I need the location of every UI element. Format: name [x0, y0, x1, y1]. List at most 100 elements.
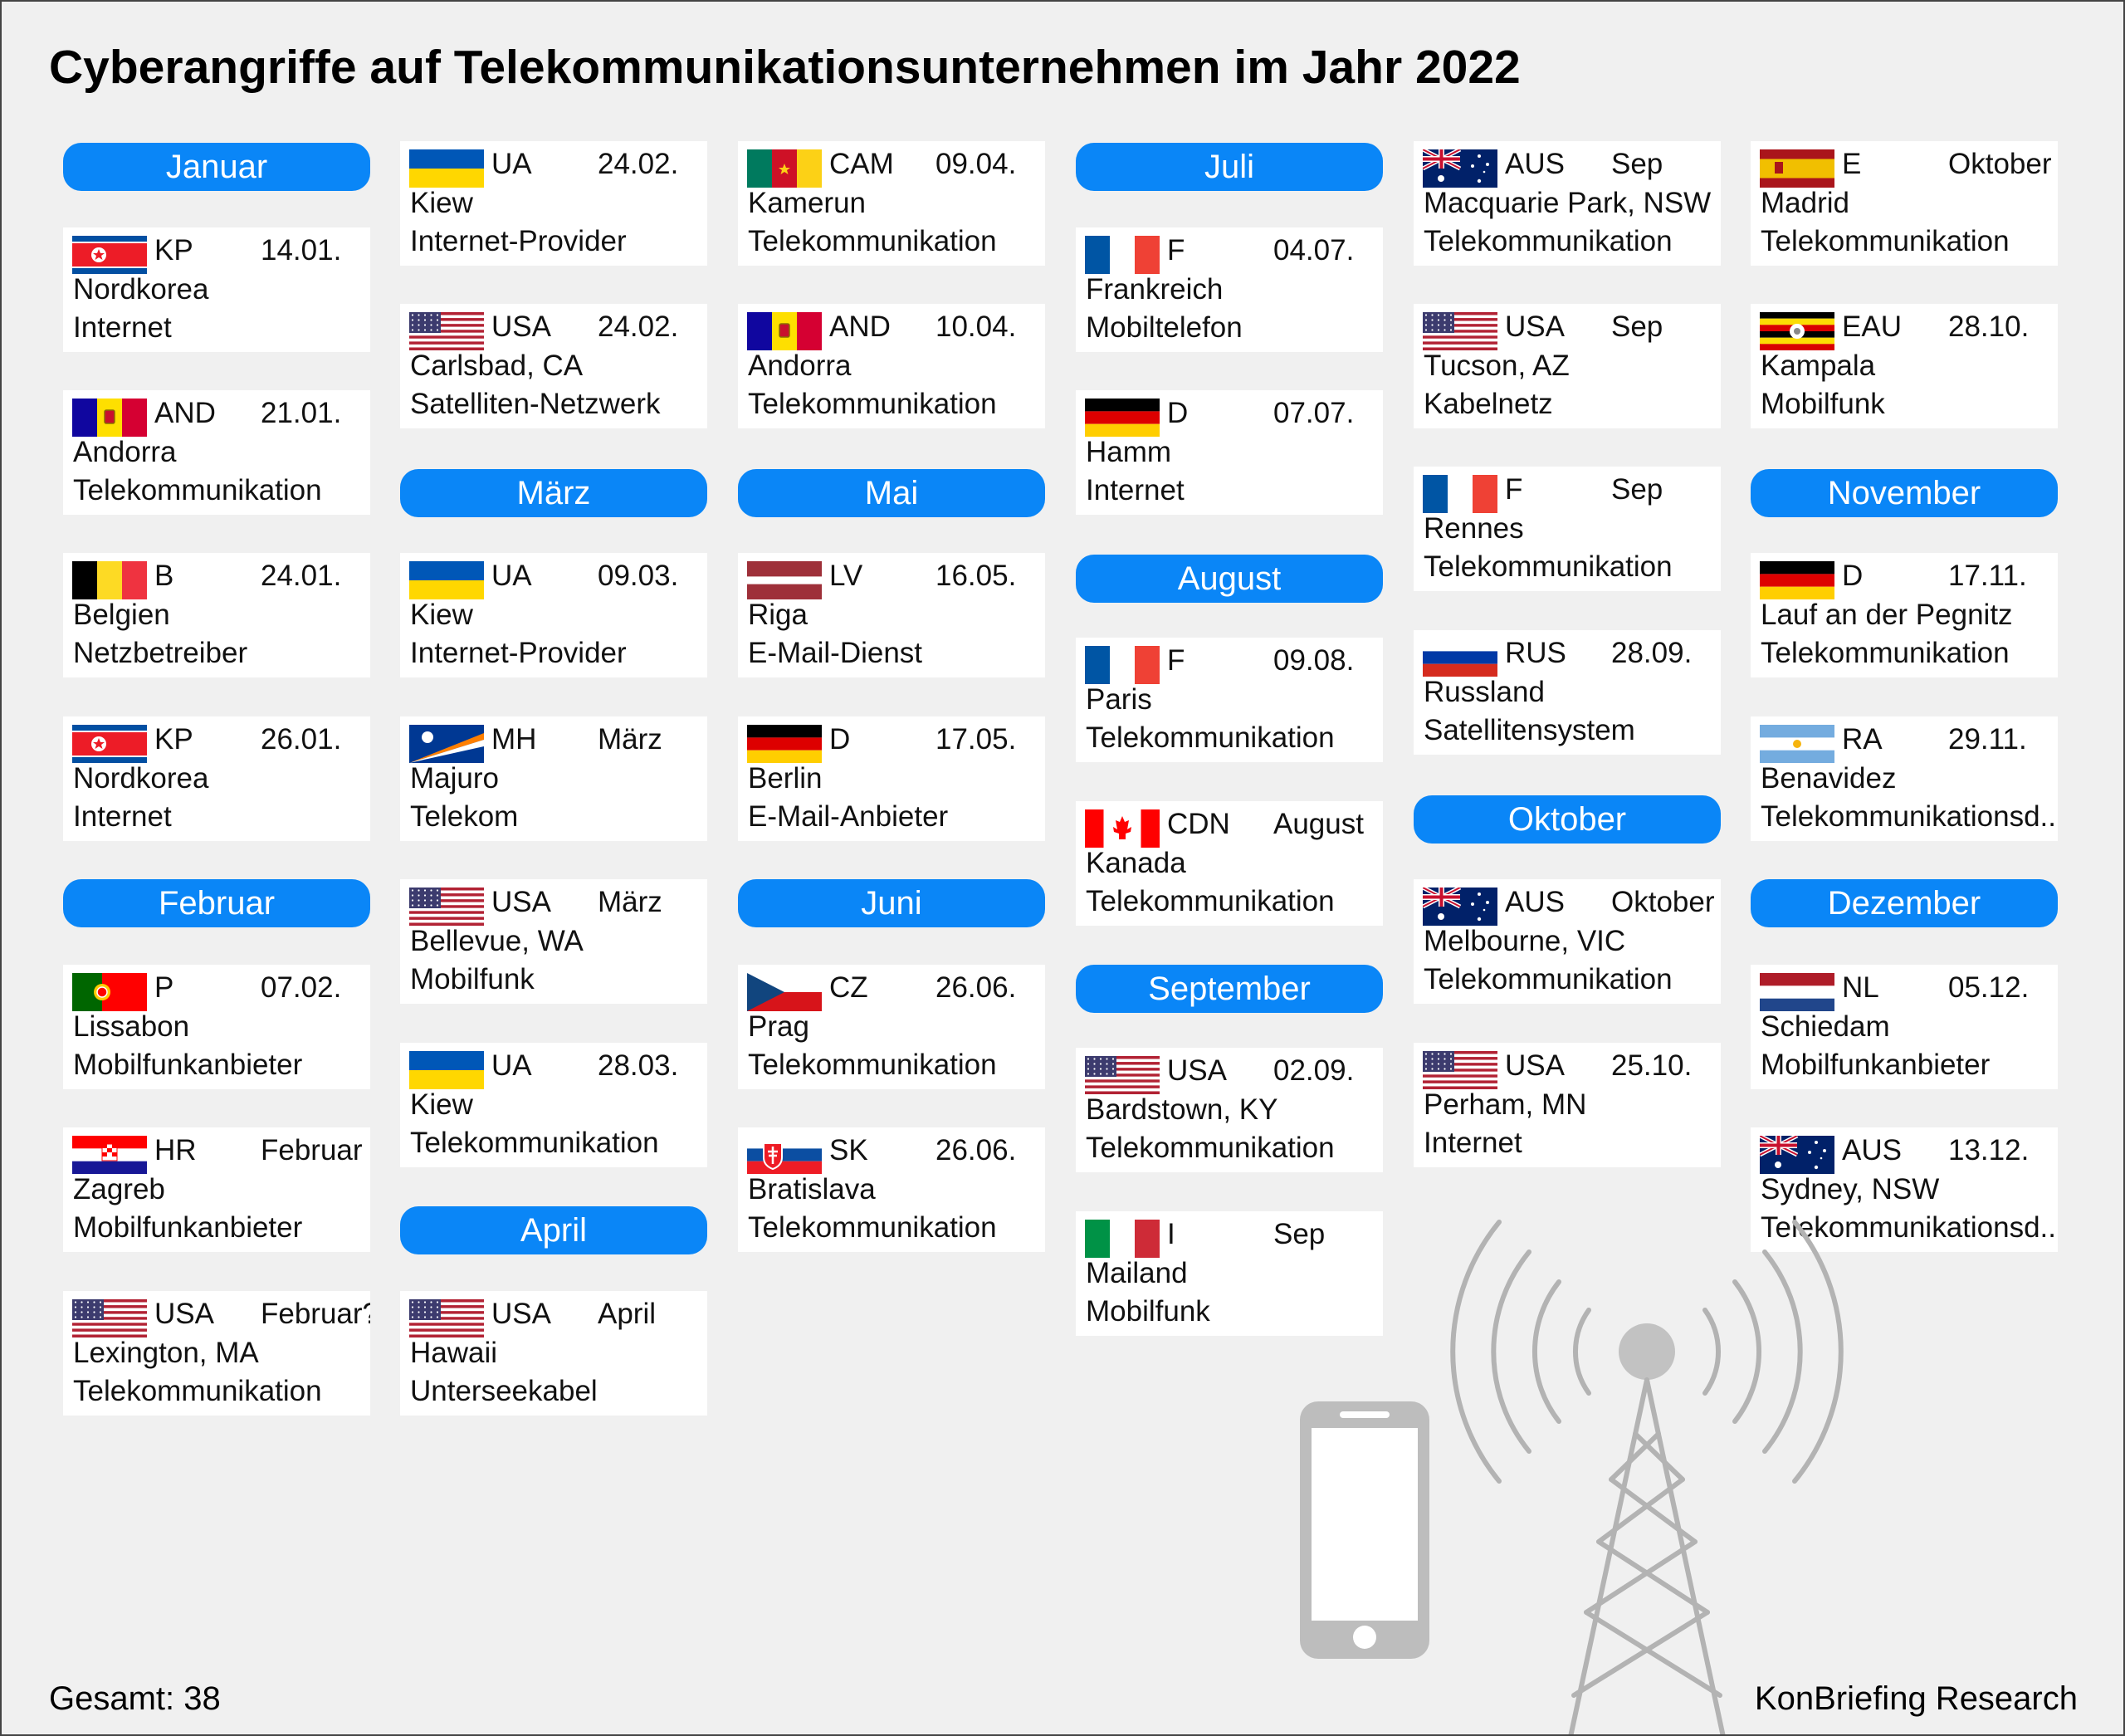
flag-and-icon [747, 312, 822, 350]
attack-card: USA Februar? Lexington, MA Telekommunikatio… [63, 1291, 370, 1416]
location: Paris [1086, 683, 1152, 716]
sector: Telekommunikationsd... [1761, 1211, 2058, 1244]
attack-card: USA Sep Tucson, AZ Kabelnetz [1414, 304, 1721, 428]
sector: Mobilfunk [1086, 1295, 1210, 1328]
country-code: USA [1505, 311, 1565, 343]
location: Andorra [73, 436, 177, 468]
country-code: AUS [1842, 1134, 1902, 1166]
flag-eau-icon [1760, 312, 1834, 350]
country-code: F [1167, 644, 1185, 677]
country-code: I [1167, 1218, 1175, 1250]
attack-card: LV 16.05. Riga E-Mail-Dienst [738, 553, 1045, 677]
attack-date: Oktober [1611, 886, 1715, 918]
location: Carlsbad, CA [410, 350, 584, 382]
flag-kp-icon [72, 725, 147, 763]
country-code: CDN [1167, 808, 1230, 840]
attack-date: 28.10. [1948, 311, 2030, 343]
flag-p-icon [72, 973, 147, 1011]
location: Frankreich [1086, 273, 1224, 306]
month-header-august: August [1076, 555, 1383, 603]
flag-usa-icon [1423, 312, 1497, 350]
attack-card: KP 14.01. Nordkorea Internet [63, 227, 370, 352]
sector: Satelliten-Netzwerk [410, 388, 661, 420]
country-code: SK [829, 1134, 868, 1166]
flag-ra-icon [1760, 725, 1834, 763]
country-code: AUS [1505, 148, 1565, 180]
attack-date: 26.06. [935, 971, 1017, 1004]
attack-card: CZ 26.06. Prag Telekommunikation [738, 965, 1045, 1089]
sector: Telekommunikation [1761, 637, 2010, 669]
attack-card: CAM 09.04. Kamerun Telekommunikation [738, 141, 1045, 266]
month-header-april: April [400, 1206, 707, 1254]
attack-date: 04.07. [1273, 234, 1355, 267]
country-code: KP [154, 234, 193, 267]
month-header-november: November [1751, 469, 2058, 517]
sector: Internet-Provider [410, 225, 627, 257]
country-code: USA [491, 886, 551, 918]
country-code: UA [491, 560, 532, 592]
location: Kiew [410, 1088, 473, 1121]
attack-card: AUS Oktober Melbourne, VIC Telekommunikatio… [1414, 879, 1721, 1004]
flag-rus-icon [1423, 638, 1497, 677]
flag-kp-icon [72, 236, 147, 274]
attack-card: F Sep Rennes Telekommunikation [1414, 467, 1721, 591]
attack-card: D 07.07. Hamm Internet [1076, 390, 1383, 515]
attack-card: UA 28.03. Kiew Telekommunikation [400, 1043, 707, 1167]
flag-aus-icon [1423, 149, 1497, 188]
sector: E-Mail-Dienst [748, 637, 923, 669]
country-code: B [154, 560, 174, 592]
total-count: Gesamt: 38 [49, 1680, 221, 1717]
location: Kanada [1086, 847, 1186, 879]
flag-i-icon [1085, 1220, 1160, 1258]
country-code: UA [491, 148, 532, 180]
sector: Mobilfunkanbieter [73, 1211, 303, 1244]
sector: Mobilfunk [410, 963, 535, 995]
location: Benavidez [1761, 762, 1897, 795]
flag-ua-icon [409, 1051, 484, 1089]
flag-sk-icon [747, 1136, 822, 1174]
sector: Internet [1424, 1127, 1522, 1159]
location: Mailand [1086, 1257, 1188, 1289]
country-code: USA [491, 1298, 551, 1330]
attack-date: 17.05. [935, 723, 1017, 756]
country-code: D [829, 723, 851, 756]
country-code: CAM [829, 148, 894, 180]
attack-card: USA 25.10. Perham, MN Internet [1414, 1043, 1721, 1167]
location: Berlin [748, 762, 823, 795]
sector: Mobilfunkanbieter [73, 1049, 303, 1081]
attack-date: April [598, 1298, 657, 1330]
country-code: F [1505, 473, 1523, 506]
attack-card: E Oktober Madrid Telekommunikation [1751, 141, 2058, 266]
flag-f-icon [1423, 475, 1497, 513]
flag-usa-icon [409, 888, 484, 926]
flag-f-icon [1085, 646, 1160, 684]
sector: Kabelnetz [1424, 388, 1553, 420]
location: Kiew [410, 599, 473, 631]
attack-date: März [598, 886, 662, 918]
month-header-juli: Juli [1076, 143, 1383, 191]
sector: Telekommunikation [73, 1375, 322, 1407]
location: Bellevue, WA [410, 925, 584, 957]
sector: Mobilfunkanbieter [1761, 1049, 1991, 1081]
sector: Satellitensystem [1424, 714, 1635, 746]
location: Riga [748, 599, 808, 631]
attack-card: NL 05.12. Schiedam Mobilfunkanbieter [1751, 965, 2058, 1089]
attack-date: 09.08. [1273, 644, 1355, 677]
attack-date: 24.02. [598, 311, 679, 343]
flag-nl-icon [1760, 973, 1834, 1011]
flag-f-icon [1085, 236, 1160, 274]
attack-date: 02.09. [1273, 1054, 1355, 1087]
attack-date: 14.01. [261, 234, 342, 267]
month-header-januar: Januar [63, 143, 370, 191]
attack-card: USA April Hawaii Unterseekabel [400, 1291, 707, 1416]
location: Macquarie Park, NSW [1424, 187, 1712, 219]
location: Nordkorea [73, 273, 209, 306]
month-header-juni: Juni [738, 879, 1045, 927]
country-code: KP [154, 723, 193, 756]
sector: Telekommunikation [1086, 721, 1335, 754]
attack-date: 24.02. [598, 148, 679, 180]
country-code: AUS [1505, 886, 1565, 918]
flag-usa-icon [1423, 1051, 1497, 1089]
sector: Mobilfunk [1761, 388, 1885, 420]
sector: Telekommunikation [748, 225, 997, 257]
